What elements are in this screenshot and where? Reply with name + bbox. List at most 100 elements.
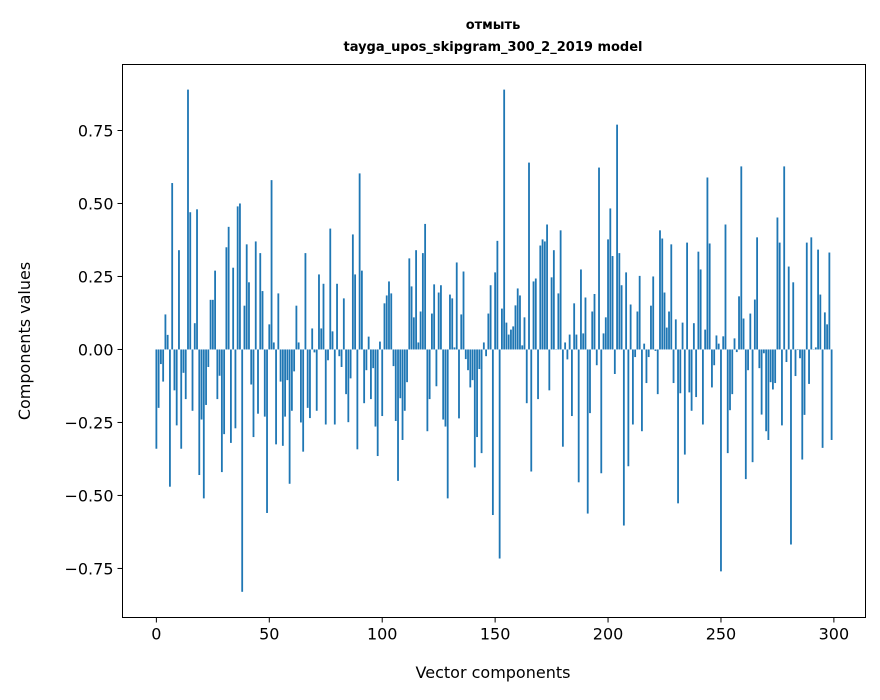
x-tick-label: 100: [367, 625, 398, 644]
bar: [490, 285, 492, 349]
bar: [316, 349, 318, 410]
bar: [336, 284, 338, 350]
bar: [501, 309, 503, 350]
bar: [171, 183, 173, 349]
bar: [408, 258, 410, 349]
bar: [761, 349, 763, 414]
bar: [167, 335, 169, 350]
bar: [578, 349, 580, 482]
bar: [291, 349, 293, 410]
bar: [397, 349, 399, 480]
bar: [235, 349, 237, 428]
bar: [623, 349, 625, 525]
bar: [266, 349, 268, 513]
bar: [219, 349, 221, 375]
bar: [655, 349, 657, 350]
bar: [828, 253, 830, 350]
bar: [221, 349, 223, 472]
bar: [587, 349, 589, 513]
bar: [377, 349, 379, 456]
bar: [824, 312, 826, 349]
bar: [314, 349, 316, 352]
bar: [720, 349, 722, 571]
bar: [282, 349, 284, 445]
bar: [447, 349, 449, 498]
bar: [413, 317, 415, 349]
bar: [225, 247, 227, 349]
bar: [169, 349, 171, 486]
bar: [693, 323, 695, 349]
bar: [158, 349, 160, 407]
bar: [695, 349, 697, 397]
bar: [474, 349, 476, 467]
bar: [657, 349, 659, 394]
bar: [174, 349, 176, 390]
bar: [465, 349, 467, 359]
bar: [734, 338, 736, 349]
bar: [630, 305, 632, 350]
bar: [424, 224, 426, 350]
bar: [189, 212, 191, 349]
bar: [183, 349, 185, 372]
bar: [436, 349, 438, 386]
bar: [155, 349, 157, 448]
bar: [598, 168, 600, 350]
bar: [411, 286, 413, 349]
bar: [381, 349, 383, 416]
bar: [456, 262, 458, 349]
bar: [566, 349, 568, 359]
bar: [668, 312, 670, 350]
bar: [496, 241, 498, 350]
bar: [512, 326, 514, 349]
bar: [237, 206, 239, 349]
bar: [429, 349, 431, 399]
bar: [257, 349, 259, 413]
bar: [788, 267, 790, 350]
bar: [546, 225, 548, 350]
bar: [528, 163, 530, 350]
bar: [259, 253, 261, 349]
bar: [659, 230, 661, 349]
y-tick-label: 0.00: [78, 340, 114, 359]
bar: [688, 349, 690, 392]
bar: [641, 349, 643, 431]
bar: [451, 298, 453, 349]
bar: [542, 239, 544, 349]
bar: [808, 349, 810, 383]
bar: [280, 349, 282, 381]
bar: [160, 349, 162, 364]
bar: [216, 349, 218, 399]
bar: [571, 349, 573, 416]
x-tick-label: 200: [593, 625, 624, 644]
bar: [255, 241, 257, 349]
bar: [334, 349, 336, 424]
bar: [707, 177, 709, 349]
bar: [268, 324, 270, 349]
bar: [350, 349, 352, 378]
bar: [295, 306, 297, 350]
bar: [363, 349, 365, 403]
y-tick-label: −0.25: [64, 413, 113, 432]
bar: [736, 349, 738, 352]
bar: [384, 303, 386, 349]
bar: [666, 328, 668, 350]
bar: [318, 274, 320, 349]
bar: [718, 344, 720, 350]
bar: [203, 349, 205, 498]
bar: [469, 349, 471, 387]
bar: [675, 319, 677, 349]
bar: [494, 272, 496, 349]
bar: [596, 349, 598, 365]
bar: [819, 295, 821, 350]
bar: [790, 349, 792, 544]
bar: [449, 295, 451, 350]
bar: [795, 349, 797, 376]
y-tick-label: 0.75: [78, 121, 114, 140]
bar: [763, 349, 765, 353]
y-axis-ticks: −0.75−0.50−0.250.000.250.500.75: [64, 121, 122, 578]
bar: [634, 349, 636, 357]
bar: [731, 349, 733, 394]
bar: [399, 349, 401, 398]
bar: [551, 277, 553, 349]
bar: [560, 230, 562, 349]
